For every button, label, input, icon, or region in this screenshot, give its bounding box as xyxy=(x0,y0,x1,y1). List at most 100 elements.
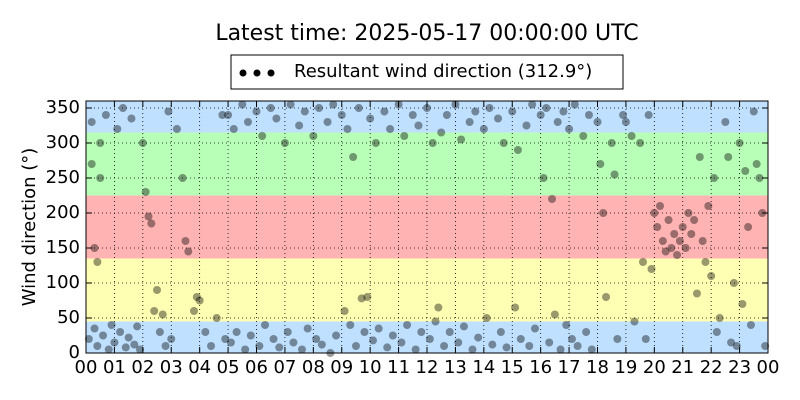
point xyxy=(644,111,653,119)
point xyxy=(275,343,284,352)
point xyxy=(488,340,497,349)
point xyxy=(329,100,338,109)
point xyxy=(397,338,406,347)
point xyxy=(380,107,389,116)
point xyxy=(468,345,477,354)
point xyxy=(707,272,716,280)
point xyxy=(161,342,170,350)
point xyxy=(596,160,605,168)
point xyxy=(658,237,667,245)
x-tick-label: 05 xyxy=(217,357,240,378)
point xyxy=(698,237,707,245)
point xyxy=(442,111,451,119)
point xyxy=(243,118,252,126)
point xyxy=(434,303,443,312)
point xyxy=(104,345,113,354)
point xyxy=(411,345,420,354)
point xyxy=(451,100,460,109)
y-tick-label: 250 xyxy=(46,167,80,188)
chart-title: Latest time: 2025-05-17 00:00:00 UTC xyxy=(215,21,638,46)
point xyxy=(87,160,96,168)
point xyxy=(360,328,369,336)
point xyxy=(138,139,147,147)
y-axis-label: Wind direction (°) xyxy=(19,148,40,307)
point xyxy=(431,317,440,326)
point xyxy=(153,286,162,294)
y-tick-label: 150 xyxy=(46,237,80,258)
point xyxy=(87,118,96,126)
point xyxy=(266,104,275,112)
point xyxy=(732,342,741,350)
x-tick-label: 18 xyxy=(586,357,609,378)
point xyxy=(539,174,548,182)
point xyxy=(107,321,116,329)
point xyxy=(516,335,525,343)
point xyxy=(90,324,99,333)
point xyxy=(317,340,326,349)
point xyxy=(638,258,647,266)
point xyxy=(465,118,474,126)
point xyxy=(567,335,576,343)
y-tick-label: 350 xyxy=(46,97,80,118)
point xyxy=(445,328,454,336)
point xyxy=(661,247,670,256)
point xyxy=(647,265,656,273)
point xyxy=(741,167,750,175)
point xyxy=(366,114,375,123)
x-tick-label: 23 xyxy=(728,357,751,378)
point xyxy=(755,174,764,182)
point xyxy=(309,132,318,140)
point xyxy=(343,125,352,133)
legend-marker xyxy=(253,69,261,77)
point xyxy=(496,328,505,336)
y-tick-label: 200 xyxy=(46,202,80,223)
point xyxy=(656,202,665,210)
point xyxy=(229,125,238,133)
point xyxy=(653,223,662,231)
point xyxy=(548,195,557,203)
point xyxy=(96,174,105,182)
point xyxy=(525,342,534,350)
point xyxy=(522,121,531,130)
point xyxy=(181,237,190,245)
point xyxy=(340,307,349,315)
point xyxy=(687,230,696,238)
x-tick-label: 14 xyxy=(472,357,495,378)
point xyxy=(150,307,159,315)
point xyxy=(474,333,483,342)
point xyxy=(369,336,378,345)
point xyxy=(599,209,608,217)
point xyxy=(681,244,690,252)
point xyxy=(573,342,582,350)
point xyxy=(232,328,241,336)
point xyxy=(414,121,423,130)
point xyxy=(300,107,309,116)
point xyxy=(207,342,216,350)
point xyxy=(116,328,125,336)
point xyxy=(252,107,261,116)
point xyxy=(408,111,417,119)
x-tick-label: 04 xyxy=(188,357,211,378)
point xyxy=(695,153,704,161)
point xyxy=(315,104,324,112)
point xyxy=(394,100,403,109)
point xyxy=(135,345,144,354)
point xyxy=(587,345,596,354)
point xyxy=(354,104,363,112)
point xyxy=(684,209,693,217)
x-tick-label: 13 xyxy=(444,357,467,378)
x-tick-label: 20 xyxy=(643,357,666,378)
point xyxy=(280,139,289,147)
point xyxy=(508,107,517,116)
legend-box xyxy=(230,54,624,90)
point xyxy=(297,345,306,354)
point xyxy=(164,107,173,116)
point xyxy=(425,335,434,343)
point xyxy=(96,139,105,147)
point xyxy=(675,237,684,245)
point xyxy=(269,335,278,343)
point xyxy=(383,343,392,352)
point xyxy=(559,107,568,116)
y-tick-label: 0 xyxy=(69,342,80,363)
x-tick-label: 12 xyxy=(416,357,439,378)
